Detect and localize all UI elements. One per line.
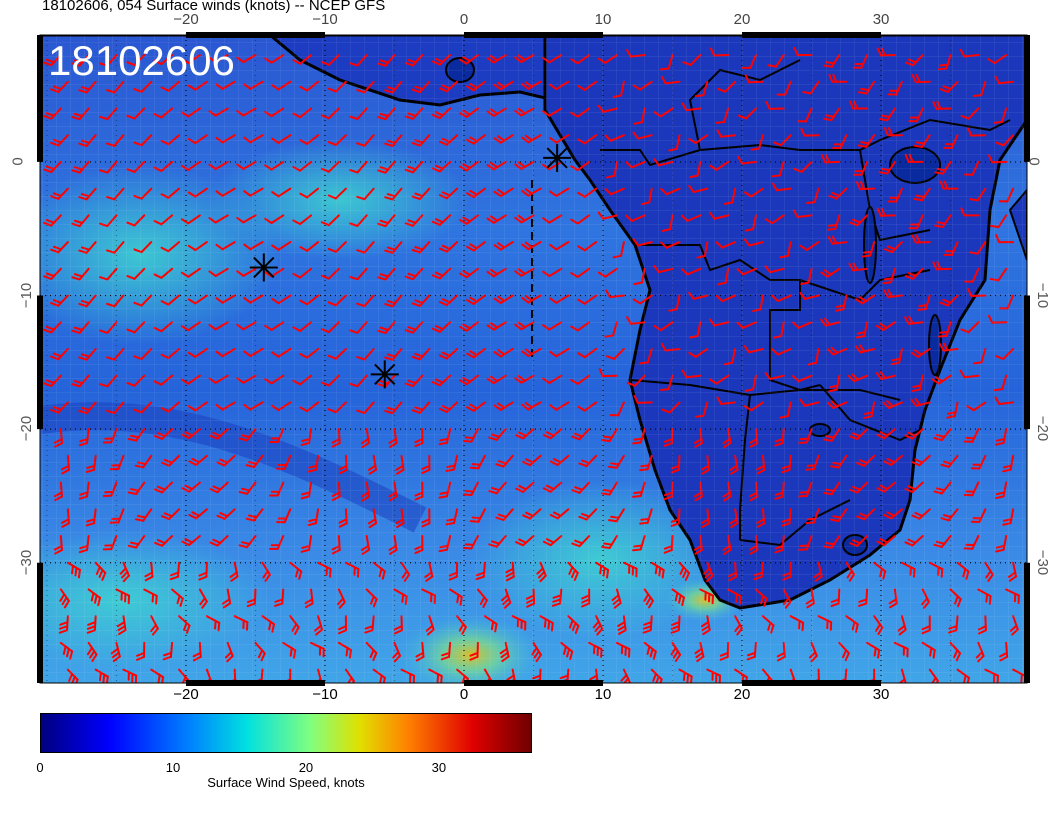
lon-tick-label-top: 0 bbox=[459, 11, 469, 28]
lon-tick-label-bottom: −10 bbox=[312, 686, 338, 703]
lon-tick-label-top: 20 bbox=[733, 11, 751, 28]
asterisk-marker bbox=[370, 360, 399, 389]
lon-tick-label-bottom: 30 bbox=[872, 686, 890, 703]
lat-tick-label-right: 0 bbox=[1025, 157, 1043, 166]
lat-tick-label-left: 0 bbox=[9, 157, 27, 166]
lon-tick-label-bottom: 10 bbox=[594, 686, 612, 703]
lon-tick-label-top: −10 bbox=[312, 11, 338, 28]
lon-tick-label-bottom: 20 bbox=[733, 686, 751, 703]
map-title: 18102606, 054 Surface winds (knots) -- N… bbox=[42, 0, 386, 14]
lat-tick-label-right: −30 bbox=[1034, 549, 1052, 575]
asterisk-marker bbox=[543, 143, 572, 172]
colorbar-label: Surface Wind Speed, knots bbox=[207, 775, 365, 790]
lat-tick-label-left: −10 bbox=[18, 282, 36, 308]
colorbar-tick-label: 10 bbox=[165, 760, 181, 775]
lon-tick-label-bottom: 0 bbox=[459, 686, 469, 703]
lat-tick-label-left: −20 bbox=[18, 415, 36, 442]
date-stamp: 18102606 bbox=[48, 37, 235, 84]
wind-map bbox=[37, 32, 1030, 686]
lon-tick-label-bottom: −20 bbox=[173, 686, 199, 703]
lon-tick-label-top: 30 bbox=[872, 11, 890, 28]
lon-tick-label-top: 10 bbox=[594, 11, 612, 28]
lat-tick-label-right: −20 bbox=[1034, 415, 1052, 442]
lat-tick-label-right: −10 bbox=[1034, 282, 1052, 308]
lon-tick-label-top: −20 bbox=[173, 11, 199, 28]
colorbar bbox=[40, 713, 532, 753]
colorbar-tick-label: 0 bbox=[36, 760, 44, 775]
lat-tick-label-left: −30 bbox=[18, 549, 36, 575]
asterisk-marker bbox=[249, 253, 278, 282]
colorbar-tick-label: 20 bbox=[298, 760, 314, 775]
colorbar-tick-label: 30 bbox=[431, 760, 447, 775]
